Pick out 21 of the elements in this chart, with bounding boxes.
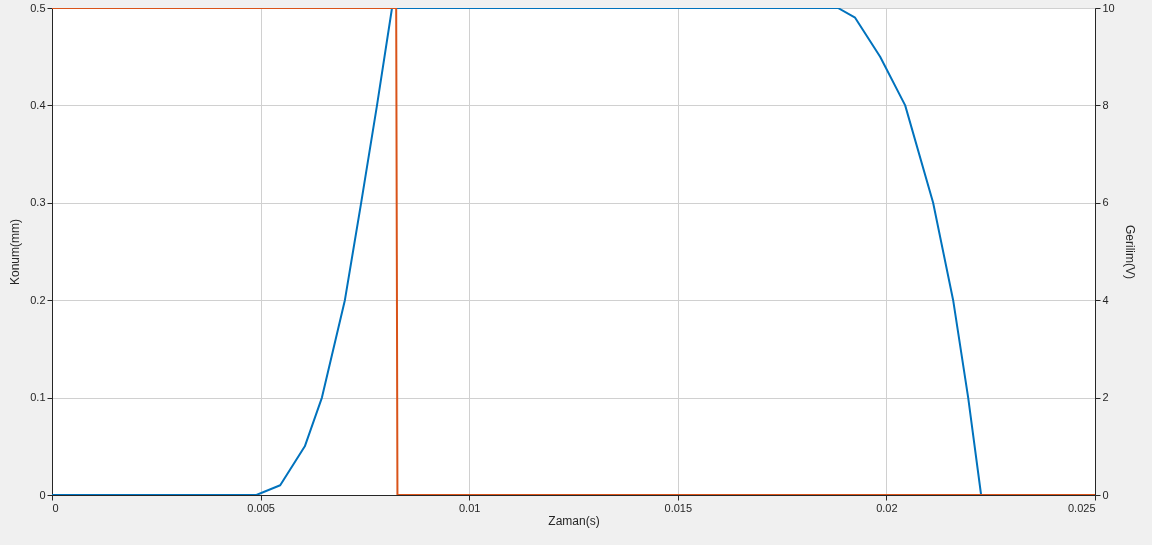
y-tick-label: 0.2 xyxy=(30,293,46,306)
x-tick-label: 0.015 xyxy=(664,501,693,514)
y2-tick-label: 4 xyxy=(1102,293,1109,306)
y2-tick-label: 10 xyxy=(1102,1,1115,14)
y-axis-title: Konum(mm) xyxy=(8,218,23,286)
y2-tick-label: 8 xyxy=(1102,98,1109,111)
x-tick-label: 0.02 xyxy=(876,501,898,514)
y-tick-label: 0.4 xyxy=(30,98,46,111)
x-axis-title: Zaman(s) xyxy=(548,513,600,528)
y-tick-label: 0.1 xyxy=(30,391,46,404)
y2-axis-title: Gerilim(V) xyxy=(1122,225,1137,279)
y-tick-label: 0.5 xyxy=(30,1,46,14)
x-tick-label: 0.01 xyxy=(458,501,481,514)
y2-tick-label: 0 xyxy=(1102,488,1109,501)
x-tick-label: 0.005 xyxy=(247,501,275,514)
y-tick-label: 0 xyxy=(39,488,46,501)
x-tick-label: 0.025 xyxy=(1067,501,1096,514)
x-tick-label: 0 xyxy=(52,501,59,514)
y2-tick-label: 2 xyxy=(1102,391,1109,404)
y-tick-label: 0.3 xyxy=(30,196,46,209)
y2-tick-label: 6 xyxy=(1102,196,1109,209)
